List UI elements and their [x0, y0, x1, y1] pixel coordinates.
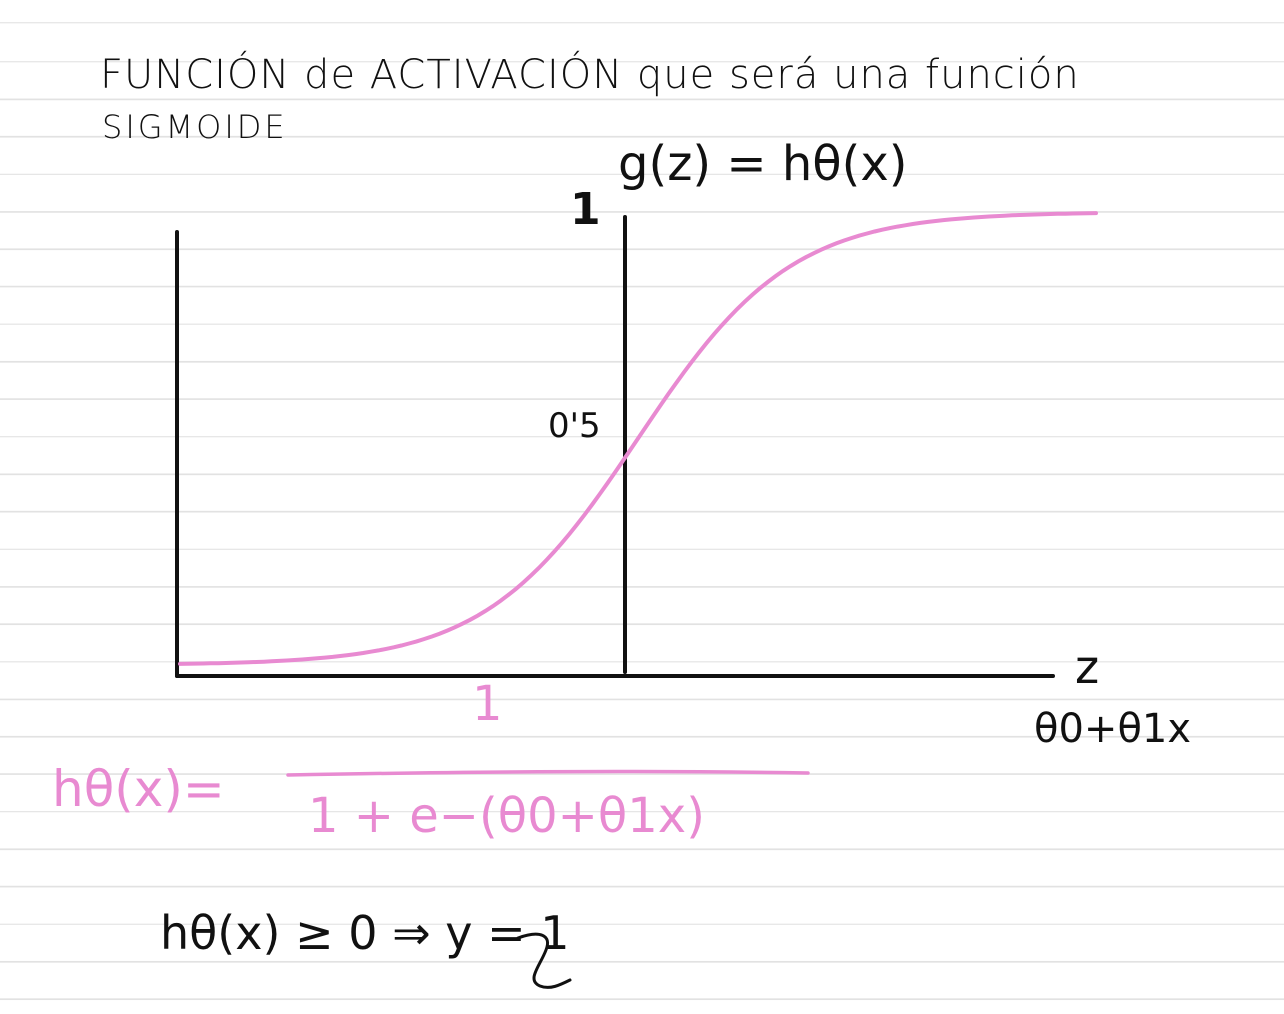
- formula-numerator: 1: [472, 676, 503, 732]
- sigmoid-curve: [178, 211, 1098, 666]
- x-axis-label: z: [1075, 640, 1100, 694]
- y-tick-1: 1: [570, 184, 601, 235]
- decision-rule: hθ(x) ≥ 0 ⇒ y = 1: [160, 906, 570, 960]
- heading-line-2: SIGMOIDE: [102, 108, 288, 146]
- formula-lhs: hθ(x)=: [52, 760, 225, 818]
- spacer-mark: [1133, 972, 1134, 975]
- x-axis-definition: θ0+θ1x: [1034, 706, 1192, 752]
- function-label: g(z) = hθ(x): [618, 136, 908, 192]
- heading-line-1: FUNCIÓN de ACTIVACIÓN que será una funci…: [100, 52, 1080, 98]
- y-underline-stroke: [516, 932, 572, 989]
- y-tick-half: 0'5: [548, 406, 601, 446]
- formula-denominator: 1 + e−(θ0+θ1x): [308, 788, 705, 844]
- fraction-bar: [286, 769, 810, 777]
